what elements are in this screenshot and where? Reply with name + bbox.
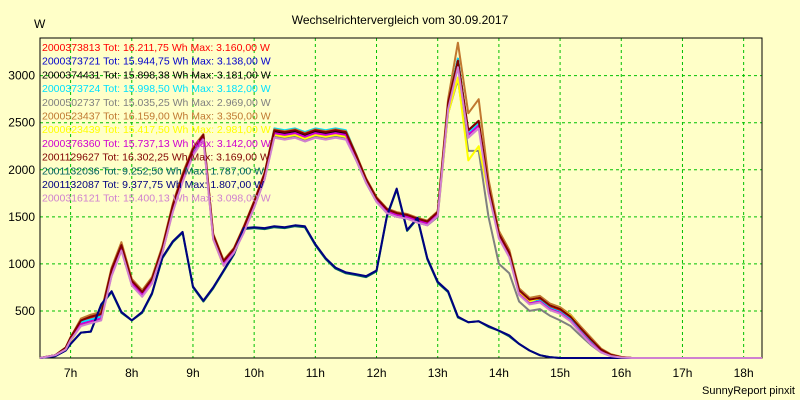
x-tick-label: 15h [550, 366, 570, 380]
x-tick-label: 17h [672, 366, 692, 380]
y-tick-label: 2500 [8, 116, 35, 130]
legend-entry: 2001132087 Tot: 9.377,75 Wh Max: 1.807,0… [42, 179, 264, 191]
x-tick-label: 10h [244, 366, 264, 380]
legend-entry: 2000373721 Tot: 15.944,75 Wh Max: 3.138,… [42, 56, 271, 68]
y-axis-ticks: 500 1000 1500 2000 2500 3000 [8, 69, 35, 318]
plot-frame [39, 37, 763, 359]
series-lines [39, 41, 762, 359]
legend-entry: 2000373813 Tot: 16.211,75 Wh Max: 3.160,… [42, 42, 270, 54]
x-axis-ticks: 7h 8h 9h 10h 11h 12h 13h 14h 15h 16h 17h 18h [64, 366, 754, 380]
legend: 2000373813 Tot: 16.211,75 Wh Max: 3.160,… [42, 42, 271, 205]
y-tick-label: 500 [15, 304, 35, 318]
y-tick-label: 2000 [8, 163, 35, 177]
legend-entry: 2000623439 Tot: 15.417,50 Wh Max: 2.981,… [42, 124, 271, 136]
x-tick-label: 9h [186, 366, 199, 380]
legend-entry: 2000502737 Tot: 15.035,25 Wh Max: 2.969,… [42, 97, 271, 109]
legend-entry: 2000373724 Tot: 15.998,50 Wh Max: 3.182,… [42, 83, 271, 95]
series-line [39, 66, 762, 359]
x-tick-label: 11h [306, 366, 325, 380]
y-tick-label: 3000 [8, 69, 35, 83]
legend-entry: 2000523437 Tot: 16.159,00 Wh Max: 3.350,… [42, 111, 271, 123]
legend-entry: 2000374431 Tot: 15.898,38 Wh Max: 3.181,… [42, 69, 271, 81]
x-tick-label: 7h [64, 366, 77, 380]
footer-credit: SunnyReport pinxit [702, 385, 795, 397]
x-tick-label: 18h [734, 366, 754, 380]
x-tick-label: 13h [428, 366, 448, 380]
y-tick-label: 1500 [8, 210, 35, 224]
legend-entry: 2000376360 Tot: 15.737,13 Wh Max: 3.142,… [42, 138, 271, 150]
x-tick-label: 14h [489, 366, 509, 380]
legend-entry: 2000316121 Tot: 15.400,13 Wh Max: 3.098,… [42, 193, 271, 205]
x-tick-label: 8h [125, 366, 138, 380]
x-tick-label: 12h [367, 366, 387, 380]
y-axis-label: W [34, 17, 46, 31]
legend-entry: 2001129627 Tot: 16.302,25 Wh Max: 3.169,… [42, 152, 270, 164]
chart-title: Wechselrichtervergleich vom 30.09.2017 [292, 13, 509, 27]
y-tick-label: 1000 [8, 257, 35, 271]
x-tick-label: 16h [611, 366, 631, 380]
legend-entry: 2001132036 Tot: 9.252,50 Wh Max: 1.787,0… [42, 165, 264, 177]
